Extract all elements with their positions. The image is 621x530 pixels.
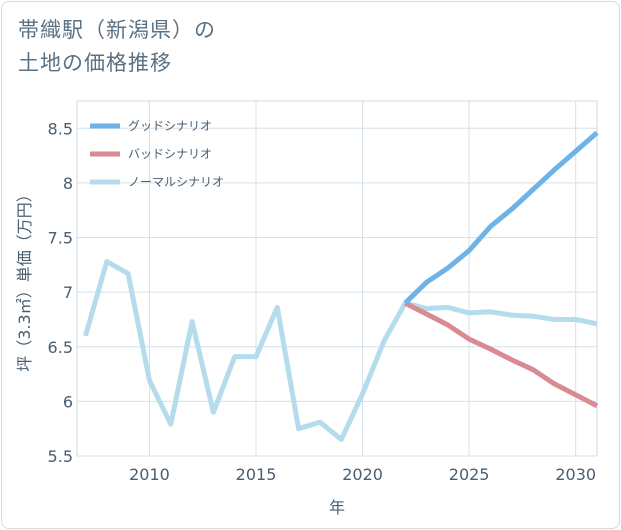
x-tick-label: 2015 bbox=[236, 465, 277, 484]
legend-label: バッドシナリオ bbox=[128, 147, 212, 161]
title-line-2: 土地の価格推移 bbox=[18, 51, 172, 75]
y-tick-label: 8 bbox=[63, 174, 73, 193]
x-tick-label: 2010 bbox=[129, 465, 170, 484]
x-tick-label: 2025 bbox=[449, 465, 490, 484]
axis-ticks: 2010 2015 2020 2025 2030 5.5 6 6.5 7 7.5 8 8.5 bbox=[48, 119, 597, 484]
y-tick-label: 7 bbox=[63, 283, 73, 302]
x-tick-label: 2030 bbox=[555, 465, 596, 484]
series-lines bbox=[83, 130, 599, 443]
series-line-2 bbox=[83, 259, 598, 443]
y-tick-label: 6 bbox=[63, 392, 73, 411]
x-axis-label: 年 bbox=[329, 498, 345, 517]
series-line-1 bbox=[404, 300, 599, 409]
y-tick-label: 6.5 bbox=[48, 338, 73, 357]
plot-area bbox=[76, 100, 598, 457]
y-axis-label: 坪（3.3㎡）単価（万円） bbox=[15, 186, 34, 371]
y-tick-label: 7.5 bbox=[48, 229, 73, 248]
y-tick-label: 8.5 bbox=[48, 119, 73, 138]
legend-label: グッドシナリオ bbox=[128, 119, 212, 133]
legend-label: ノーマルシナリオ bbox=[128, 175, 224, 189]
x-tick-label: 2020 bbox=[342, 465, 383, 484]
chart-title: 帯織駅（新潟県）の 土地の価格推移 bbox=[18, 14, 216, 80]
title-line-1: 帯織駅（新潟県）の bbox=[18, 18, 216, 42]
series-line-0 bbox=[403, 130, 599, 305]
y-tick-label: 5.5 bbox=[48, 447, 73, 466]
